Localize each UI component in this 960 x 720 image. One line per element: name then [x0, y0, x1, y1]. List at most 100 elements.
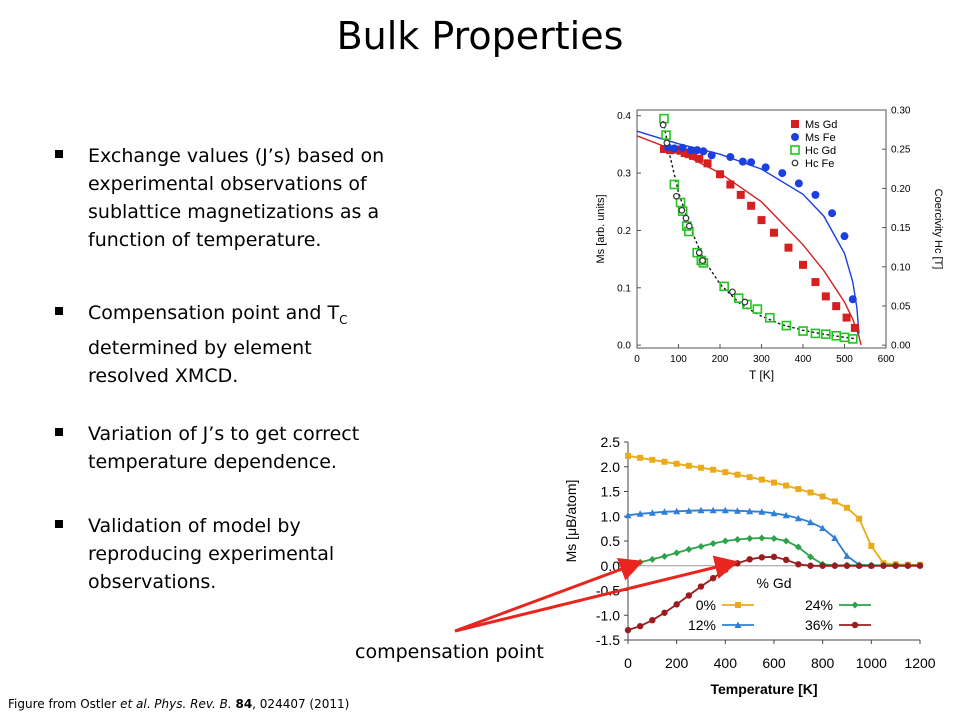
legend-entry: 12%: [688, 617, 754, 633]
data-point: [778, 169, 787, 178]
data-point: [680, 149, 689, 158]
data-point: [661, 130, 671, 140]
y-axis-label: Ms [arb. units]: [595, 194, 607, 263]
data-point: [828, 209, 837, 218]
legend-entry: 24%: [805, 597, 871, 613]
y-tick-label: 2.5: [601, 434, 621, 450]
data-point: [765, 312, 775, 323]
data-point: [831, 498, 838, 505]
data-point: [746, 507, 754, 515]
y-tick-label: 2.0: [601, 459, 621, 475]
legend-marker: [791, 120, 799, 128]
y2-tick-label: 0.25: [891, 145, 911, 156]
legend-marker: [734, 621, 742, 628]
data-point: [685, 592, 693, 599]
data-point: [781, 320, 792, 331]
data-point: [807, 562, 814, 569]
data-point: [734, 507, 741, 514]
legend-label: 0%: [696, 597, 716, 613]
data-point: [636, 510, 644, 517]
bullet-text-rest: determined by element resolved XMCD.: [88, 336, 312, 387]
x-tick-label: 0: [624, 655, 632, 671]
legend-label: 24%: [805, 597, 833, 613]
x-tick-label: 100: [670, 354, 687, 365]
legend-label: 12%: [688, 617, 716, 633]
y-tick-label: -1.0: [596, 607, 620, 623]
data-point: [819, 562, 826, 569]
data-point: [746, 535, 754, 543]
x-tick-label: 800: [811, 655, 835, 671]
y-tick-label: 0.3: [617, 169, 631, 180]
data-point: [856, 515, 863, 522]
data-point: [678, 206, 686, 214]
data-point: [799, 260, 807, 269]
data-point: [661, 552, 668, 560]
y-tick-label: 0.1: [617, 283, 631, 294]
data-point: [685, 222, 693, 230]
x-tick-label: 1200: [904, 655, 935, 671]
data-point: [795, 561, 802, 568]
x-tick-label: 0: [634, 354, 640, 365]
data-point: [673, 460, 680, 467]
data-point: [695, 154, 704, 163]
data-point: [832, 302, 841, 311]
y2-tick-label: 0.30: [891, 106, 911, 117]
data-point: [648, 555, 656, 563]
data-point: [794, 543, 802, 551]
legend-marker: [851, 621, 859, 629]
data-point: [661, 609, 668, 616]
y-tick-label: 1.5: [601, 484, 621, 500]
data-point: [637, 454, 644, 461]
data-point: [673, 507, 681, 515]
x-tick-label: 600: [878, 354, 895, 365]
data-point: [807, 553, 814, 561]
caption-rest: , 024407 (2011): [252, 697, 350, 711]
data-point: [685, 462, 692, 469]
bullet-text-main: Compensation point and T: [88, 302, 340, 324]
data-point: [746, 556, 753, 563]
data-point: [761, 163, 770, 172]
data-point: [636, 622, 644, 630]
data-point: [673, 601, 680, 608]
data-point: [721, 506, 729, 514]
data-point: [695, 249, 703, 257]
data-point: [669, 179, 680, 190]
data-point: [807, 489, 814, 496]
bullet-compensation-point: Compensation point and TC determined by …: [55, 299, 395, 390]
data-point: [719, 281, 729, 292]
series-3: [659, 121, 749, 306]
legend-entry: 0%: [696, 597, 754, 613]
data-point: [726, 180, 735, 189]
legend-label: Hc Gd: [805, 145, 836, 157]
data-point: [734, 536, 741, 544]
data-point: [624, 511, 632, 519]
x-tick-label: 200: [712, 354, 729, 365]
data-point: [709, 539, 717, 547]
legend-label: Ms Fe: [805, 132, 836, 144]
legend-marker: [791, 159, 799, 167]
data-point: [868, 542, 875, 549]
data-point: [747, 158, 756, 167]
data-point: [733, 293, 744, 303]
chart-magnetization-coercivity: 0.0 0.1 0.2 0.3 0.4 0.00 0.05 0.10 0.15 0.20 0.25 0…: [595, 106, 944, 383]
y2-tick-label: 0.10: [891, 262, 911, 273]
compensation-point-label: compensation point: [355, 641, 544, 663]
data-point: [741, 298, 749, 306]
data-point: [842, 313, 851, 322]
x-axis-label: T [K]: [749, 368, 774, 382]
data-point: [738, 157, 747, 166]
data-point: [821, 329, 831, 340]
data-point: [710, 466, 717, 473]
y-axis-label: Ms [μB/atom]: [563, 480, 579, 563]
data-point: [649, 456, 656, 463]
data-point: [843, 562, 851, 569]
y2-tick-label: 0.00: [891, 341, 911, 352]
data-point: [673, 192, 680, 200]
data-point: [693, 146, 702, 155]
data-point: [831, 534, 839, 542]
x-tick-label: 300: [753, 354, 770, 365]
series-12pct: [624, 506, 875, 569]
arrow-to-12pct-crossing: [454, 558, 644, 633]
series-1: [664, 143, 857, 304]
chart-ms-vs-temperature: 2.52.01.51.00.50.0-0.5-1.0-1.50 200 400 600…: [563, 434, 936, 697]
